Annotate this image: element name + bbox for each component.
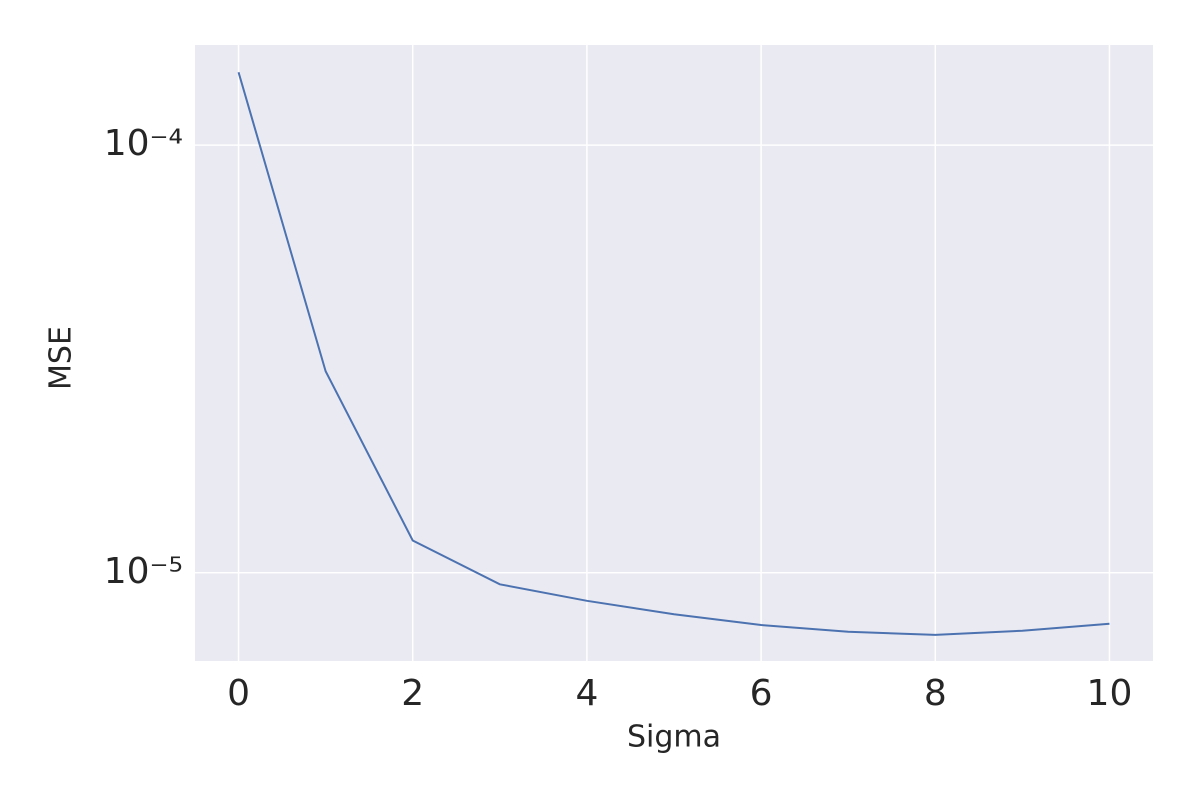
x-axis-label: Sigma [627, 720, 721, 755]
x-tick-label: 0 [227, 673, 250, 714]
plot-area [195, 45, 1153, 661]
x-tick-label: 10 [1087, 673, 1133, 714]
x-tick-label: 4 [575, 673, 598, 714]
y-axis-label: MSE [44, 326, 79, 390]
x-tick-label: 8 [924, 673, 947, 714]
x-tick-label: 2 [401, 673, 424, 714]
line [237, 71, 1110, 636]
y-tick-label: 10⁻⁴ [104, 123, 183, 164]
x-tick-label: 6 [750, 673, 773, 714]
y-tick-label: 10⁻⁵ [104, 551, 183, 592]
